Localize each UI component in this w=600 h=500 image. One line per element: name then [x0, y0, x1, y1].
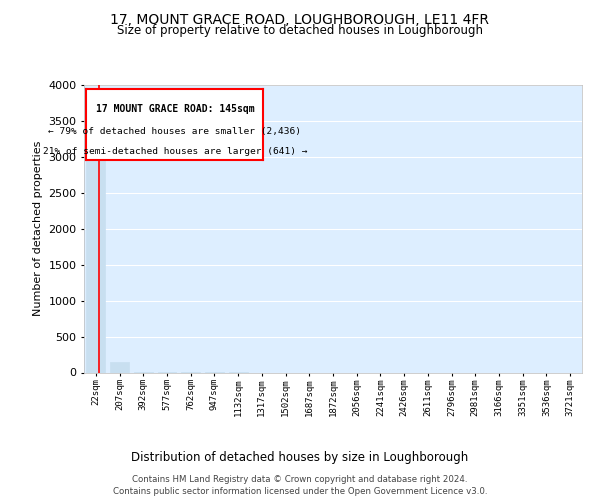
- Text: Distribution of detached houses by size in Loughborough: Distribution of detached houses by size …: [131, 451, 469, 464]
- Text: 17, MOUNT GRACE ROAD, LOUGHBOROUGH, LE11 4FR: 17, MOUNT GRACE ROAD, LOUGHBOROUGH, LE11…: [110, 12, 490, 26]
- Text: Size of property relative to detached houses in Loughborough: Size of property relative to detached ho…: [117, 24, 483, 37]
- Text: Contains HM Land Registry data © Crown copyright and database right 2024.: Contains HM Land Registry data © Crown c…: [132, 476, 468, 484]
- Bar: [110, 362, 129, 372]
- Bar: [86, 158, 106, 372]
- Text: Contains public sector information licensed under the Open Government Licence v3: Contains public sector information licen…: [113, 486, 487, 496]
- Y-axis label: Number of detached properties: Number of detached properties: [32, 141, 43, 316]
